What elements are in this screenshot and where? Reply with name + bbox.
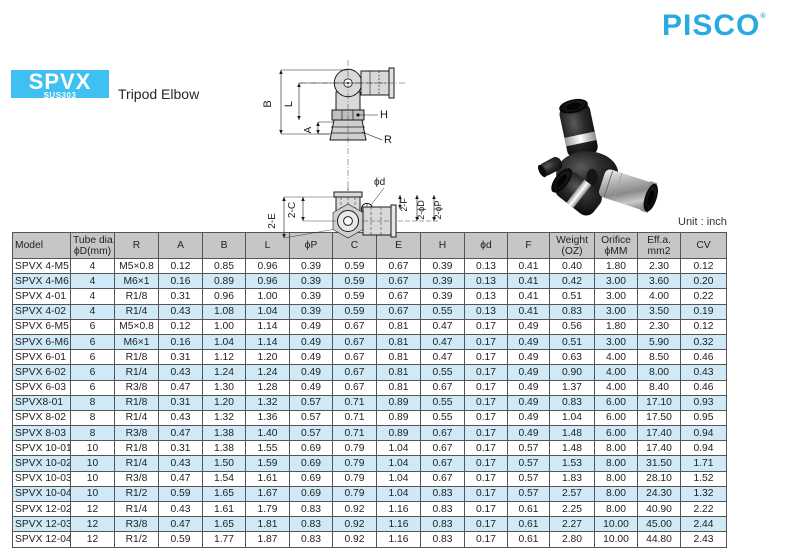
svg-text:2-ϕP: 2-ϕP <box>433 200 443 219</box>
svg-text:2-F: 2-F <box>399 198 409 212</box>
svg-text:A: A <box>303 126 314 133</box>
svg-text:H: H <box>380 109 388 121</box>
svg-text:R: R <box>384 134 392 146</box>
svg-text:L: L <box>283 101 295 107</box>
svg-text:ϕd: ϕd <box>374 177 385 188</box>
svg-text:2-ϕD: 2-ϕD <box>416 200 426 220</box>
svg-text:B: B <box>262 100 274 107</box>
svg-text:2-C: 2-C <box>287 202 298 218</box>
svg-text:2-E: 2-E <box>267 213 278 229</box>
